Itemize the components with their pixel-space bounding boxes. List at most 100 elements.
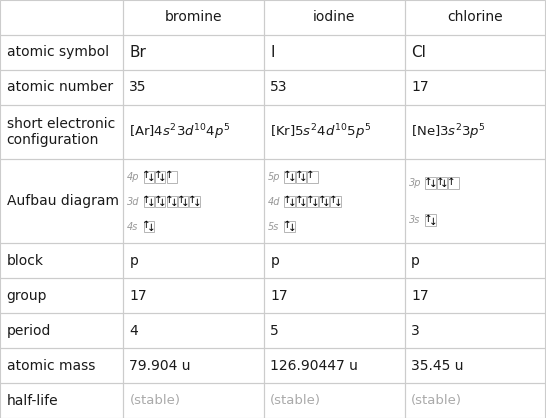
Bar [264, 243, 405, 278]
Text: ↑: ↑ [177, 196, 186, 206]
Text: group: group [7, 289, 47, 303]
Text: ↓: ↓ [299, 198, 308, 208]
Bar [264, 383, 405, 418]
Bar [405, 278, 545, 313]
Text: ↑: ↑ [165, 171, 174, 181]
Text: ↑: ↑ [165, 196, 174, 206]
Text: 4: 4 [129, 324, 138, 338]
Bar [307, 171, 318, 183]
Text: ↓: ↓ [158, 173, 167, 183]
Text: 35.45 u: 35.45 u [411, 359, 464, 372]
Bar [0, 0, 123, 35]
Bar [405, 0, 545, 35]
Bar [123, 348, 264, 383]
Text: ↓: ↓ [429, 179, 437, 189]
Bar [284, 196, 295, 207]
Text: ↑: ↑ [306, 196, 315, 206]
Bar [123, 0, 264, 35]
Text: ↓: ↓ [288, 173, 296, 183]
Text: (stable): (stable) [129, 394, 180, 407]
Bar [405, 159, 545, 243]
Text: ↓: ↓ [147, 223, 156, 233]
Bar [264, 278, 405, 313]
Bar [0, 348, 123, 383]
Text: ↑: ↑ [154, 196, 163, 206]
Text: ↓: ↓ [158, 198, 167, 208]
Text: short electronic
configuration: short electronic configuration [7, 117, 115, 147]
Bar [0, 70, 123, 105]
Text: 17: 17 [411, 80, 429, 94]
Text: 17: 17 [411, 289, 429, 303]
Text: ↓: ↓ [334, 198, 342, 208]
Bar [264, 70, 405, 105]
Bar [425, 214, 436, 226]
Text: 3s: 3s [409, 215, 420, 225]
Text: 5s: 5s [268, 222, 280, 232]
Bar [405, 383, 545, 418]
Text: (stable): (stable) [270, 394, 321, 407]
Text: (stable): (stable) [411, 394, 462, 407]
Bar [0, 159, 123, 243]
Text: atomic number: atomic number [7, 80, 112, 94]
Bar [0, 243, 123, 278]
Bar [405, 243, 545, 278]
Bar [0, 313, 123, 348]
Text: ↑: ↑ [143, 196, 151, 206]
Text: 5p: 5p [268, 172, 281, 182]
Bar [425, 177, 436, 189]
Text: ↑: ↑ [295, 171, 304, 181]
Text: 4d: 4d [268, 196, 281, 206]
Text: period: period [7, 324, 51, 338]
Text: ↑: ↑ [188, 196, 197, 206]
Text: Cl: Cl [411, 45, 426, 60]
Text: 17: 17 [270, 289, 288, 303]
Text: ↑: ↑ [283, 220, 292, 230]
Text: 3: 3 [411, 324, 420, 338]
Text: Br: Br [129, 45, 146, 60]
Bar [296, 196, 306, 207]
Bar [155, 171, 165, 183]
Text: ↑: ↑ [295, 196, 304, 206]
Bar [437, 177, 447, 189]
Text: I: I [270, 45, 275, 60]
Bar [123, 159, 264, 243]
Text: block: block [7, 254, 44, 268]
Bar [405, 35, 545, 70]
Bar [155, 196, 165, 207]
Text: atomic symbol: atomic symbol [7, 46, 109, 59]
Bar [264, 159, 405, 243]
Bar [284, 171, 295, 183]
Bar [264, 35, 405, 70]
Bar [0, 105, 123, 159]
Bar [448, 177, 459, 189]
Text: atomic mass: atomic mass [7, 359, 95, 372]
Text: 17: 17 [129, 289, 147, 303]
Text: ↑: ↑ [306, 171, 315, 181]
Text: 126.90447 u: 126.90447 u [270, 359, 358, 372]
Text: ↑: ↑ [154, 171, 163, 181]
Text: ↓: ↓ [322, 198, 331, 208]
Bar [144, 196, 154, 207]
Bar [296, 171, 306, 183]
Text: 4p: 4p [127, 172, 140, 182]
Text: p: p [411, 254, 420, 268]
Text: 35: 35 [129, 80, 147, 94]
Bar [405, 313, 545, 348]
Text: 3p: 3p [409, 178, 422, 188]
Text: half-life: half-life [7, 393, 58, 408]
Text: ↑: ↑ [143, 220, 151, 230]
Text: iodine: iodine [313, 10, 355, 25]
Text: p: p [129, 254, 138, 268]
Bar [144, 221, 154, 232]
Bar [264, 0, 405, 35]
Text: $\mathsf{[Ne]3\mathit{s}^{2}3\mathit{p}^{5}}$: $\mathsf{[Ne]3\mathit{s}^{2}3\mathit{p}^… [411, 122, 486, 142]
Text: ↑: ↑ [329, 196, 338, 206]
Bar [264, 313, 405, 348]
Text: 3d: 3d [127, 196, 140, 206]
Text: ↓: ↓ [288, 223, 296, 233]
Text: ↓: ↓ [170, 198, 179, 208]
Text: bromine: bromine [164, 10, 222, 25]
Bar [123, 278, 264, 313]
Text: ↓: ↓ [429, 217, 437, 227]
Text: ↑: ↑ [447, 177, 456, 187]
